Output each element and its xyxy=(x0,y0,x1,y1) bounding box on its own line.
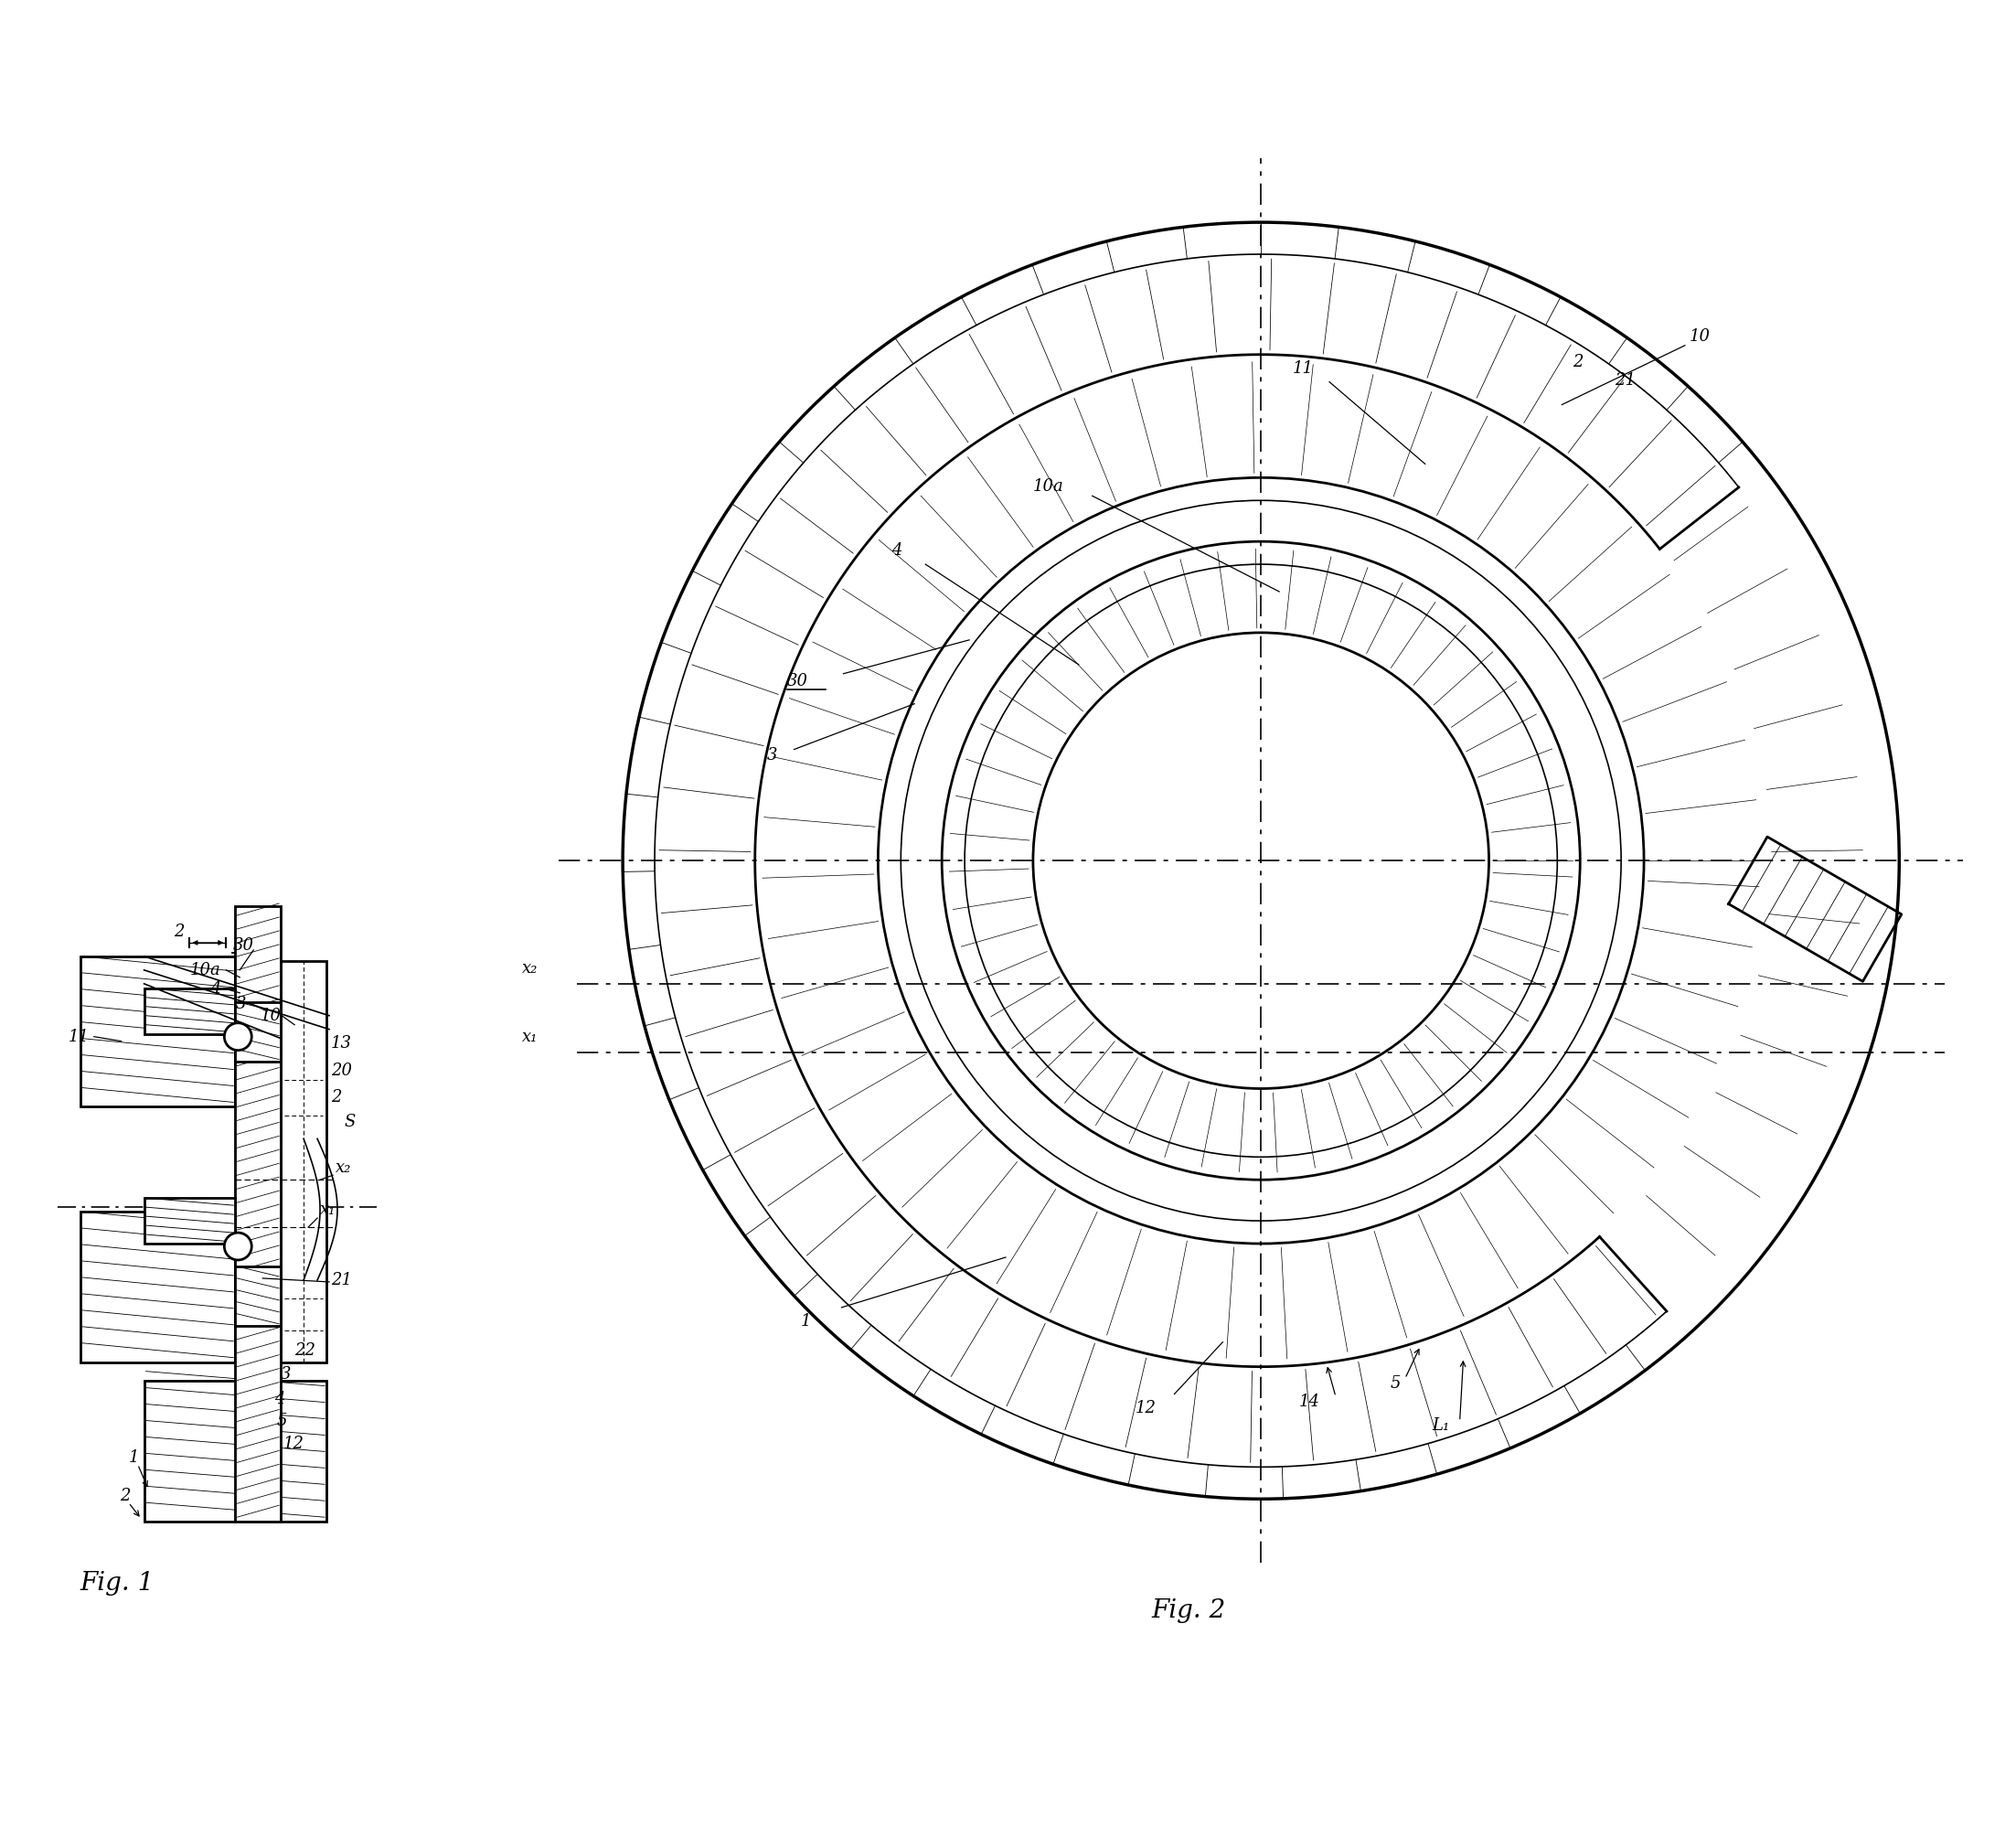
Text: Fig. 2: Fig. 2 xyxy=(1151,1599,1225,1623)
Bar xyxy=(144,989,235,1033)
Text: 11: 11 xyxy=(1293,360,1313,377)
Text: 13: 13 xyxy=(331,1035,353,1052)
Text: 10a: 10a xyxy=(1033,479,1065,495)
Text: 4: 4 xyxy=(211,979,221,996)
Text: 2: 2 xyxy=(174,924,184,941)
Bar xyxy=(281,961,327,1362)
Text: 4: 4 xyxy=(275,1390,285,1406)
Text: 3: 3 xyxy=(235,996,247,1013)
Text: 11: 11 xyxy=(68,1027,90,1044)
Text: 4: 4 xyxy=(892,541,902,558)
Circle shape xyxy=(1033,632,1490,1088)
Circle shape xyxy=(225,1233,253,1260)
Text: x₁: x₁ xyxy=(523,1027,539,1044)
Text: 20: 20 xyxy=(331,1063,353,1079)
Text: 10: 10 xyxy=(1690,329,1710,344)
Text: x₂: x₂ xyxy=(335,1161,351,1175)
Text: 5: 5 xyxy=(1389,1375,1401,1392)
Text: x₁: x₁ xyxy=(321,1201,337,1218)
Text: 10a: 10a xyxy=(190,961,221,978)
Bar xyxy=(144,1198,235,1244)
Bar xyxy=(80,957,235,1107)
Bar xyxy=(235,1266,281,1325)
Text: 1: 1 xyxy=(800,1312,812,1329)
Text: 12: 12 xyxy=(283,1436,305,1453)
Text: 2: 2 xyxy=(331,1090,341,1105)
Text: S: S xyxy=(345,1114,357,1131)
Bar xyxy=(235,906,281,1521)
Text: 2: 2 xyxy=(1572,353,1584,370)
Text: 10: 10 xyxy=(261,1007,281,1024)
Text: 30: 30 xyxy=(786,673,808,689)
Bar xyxy=(235,1002,281,1061)
Text: 30: 30 xyxy=(233,937,253,954)
Text: 21: 21 xyxy=(1614,371,1636,388)
Text: 1: 1 xyxy=(128,1449,138,1465)
Circle shape xyxy=(225,1024,253,1050)
Text: L₁: L₁ xyxy=(1432,1417,1450,1434)
Text: x₂: x₂ xyxy=(523,959,539,976)
Text: Fig. 1: Fig. 1 xyxy=(80,1571,154,1595)
Text: 21: 21 xyxy=(331,1271,353,1288)
Bar xyxy=(80,1212,235,1362)
Text: 5: 5 xyxy=(277,1414,287,1430)
Text: 3: 3 xyxy=(766,747,778,763)
Text: 2: 2 xyxy=(120,1488,130,1504)
Text: 14: 14 xyxy=(1299,1393,1321,1410)
Text: 3: 3 xyxy=(281,1366,291,1382)
Circle shape xyxy=(624,222,1899,1499)
Bar xyxy=(144,1380,327,1521)
Text: 22: 22 xyxy=(295,1342,315,1358)
Text: 12: 12 xyxy=(1135,1399,1157,1416)
